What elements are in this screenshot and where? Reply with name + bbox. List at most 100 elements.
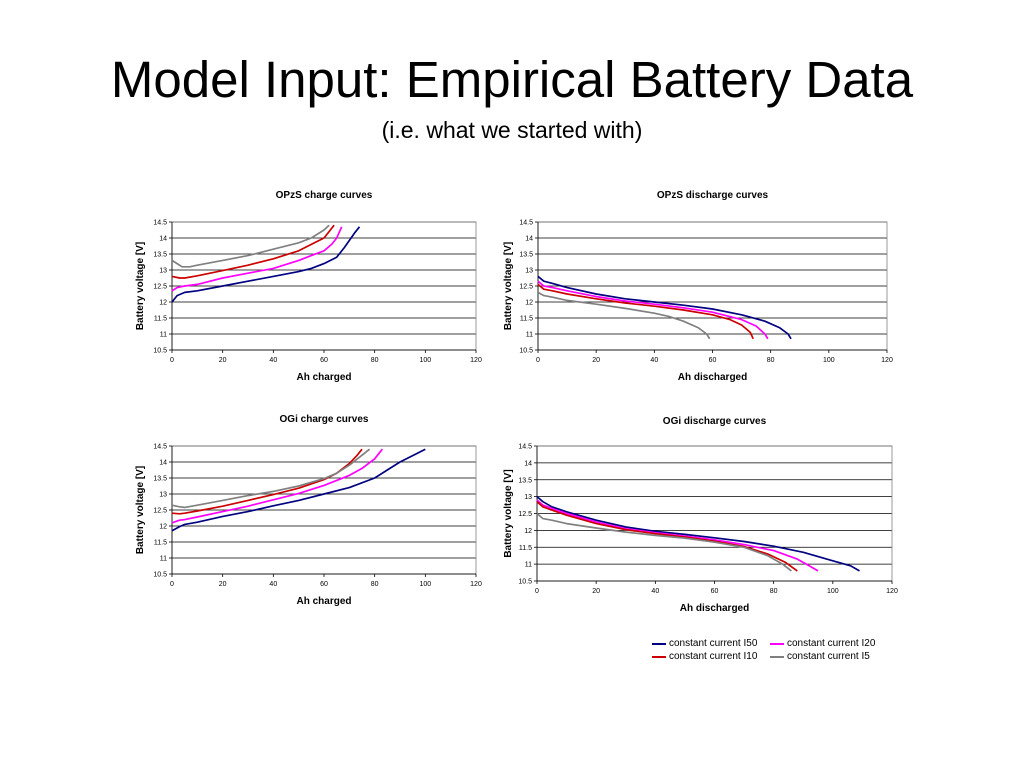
y-tick-label: 11 [160, 332, 167, 339]
series-line-i50 [537, 275, 792, 340]
x-tick-label: 120 [470, 581, 482, 588]
legend-swatch-i5 [770, 655, 784, 658]
x-tick-label: 20 [592, 588, 600, 595]
y-tick-label: 13 [159, 492, 167, 499]
y-tick-label: 11.5 [154, 316, 167, 323]
y-tick-label: 14 [524, 460, 532, 467]
y-tick-label: 14.5 [153, 220, 167, 227]
legend-swatch-i50 [652, 642, 666, 645]
chart-title: OGi charge curves [280, 414, 369, 425]
chart-legend: constant current I50 constant current I2… [652, 638, 902, 662]
legend-label-i50: constant current I50 [669, 638, 758, 649]
x-tick-label: 40 [651, 588, 659, 595]
x-tick-label: 60 [320, 357, 328, 364]
x-tick-label: 80 [770, 588, 778, 595]
series-line-i20 [171, 226, 343, 292]
y-axis-label: Battery voltage [V] [135, 242, 146, 330]
series-line-i10 [171, 448, 363, 515]
x-tick-label: 40 [650, 357, 658, 364]
chart-title: OPzS discharge curves [657, 190, 769, 201]
legend-item-i20: constant current I20 [770, 638, 890, 649]
series-line-i50 [171, 226, 361, 303]
x-tick-label: 80 [371, 357, 379, 364]
y-tick-label: 14.5 [519, 220, 533, 227]
series-line-i5 [171, 448, 371, 509]
x-tick-label: 100 [827, 588, 839, 595]
x-tick-label: 20 [219, 581, 227, 588]
x-tick-label: 20 [592, 357, 600, 364]
x-tick-label: 80 [371, 581, 379, 588]
x-tick-label: 40 [269, 581, 277, 588]
x-tick-label: 0 [535, 588, 539, 595]
page-subtitle: (i.e. what we started with) [381, 117, 643, 143]
chart-title: OGi discharge curves [663, 416, 767, 427]
series-line-i5 [537, 291, 711, 340]
x-tick-label: 100 [823, 357, 835, 364]
y-tick-label: 12 [159, 524, 167, 531]
series-line-i20 [171, 448, 383, 524]
y-tick-label: 11 [525, 562, 532, 569]
ogi-charge-chart: OGi charge curves 10.5 11 11.5 12 12.5 13 13.5 1… [135, 414, 482, 607]
legend-label-i10: constant current I10 [669, 651, 758, 662]
legend-label-i5: constant current I5 [787, 651, 870, 662]
series-line-i10 [171, 224, 335, 279]
chart-title: OPzS charge curves [276, 190, 373, 201]
x-tick-label: 60 [320, 581, 328, 588]
y-tick-label: 14.5 [518, 444, 532, 451]
series-line-i5 [171, 224, 330, 268]
x-axis-label: Ah charged [296, 372, 351, 383]
y-tick-label: 13 [159, 268, 167, 275]
x-tick-label: 0 [536, 357, 540, 364]
y-tick-label: 12.5 [153, 508, 167, 515]
legend-swatch-i20 [770, 642, 784, 645]
y-tick-label: 12.5 [153, 284, 167, 291]
x-axis-label: Ah discharged [680, 603, 749, 614]
y-tick-label: 14 [159, 236, 167, 243]
x-axis-label: Ah discharged [678, 372, 747, 383]
y-tick-label: 10.5 [519, 348, 533, 355]
x-tick-label: 120 [886, 588, 898, 595]
series-line-i20 [536, 499, 819, 572]
x-tick-label: 60 [711, 588, 719, 595]
legend-item-i5: constant current I5 [770, 651, 890, 662]
series-line-i20 [537, 280, 769, 340]
legend-label-i20: constant current I20 [787, 638, 876, 649]
series-line-i10 [537, 283, 754, 340]
y-tick-label: 12.5 [518, 511, 532, 518]
x-tick-label: 0 [170, 581, 174, 588]
y-axis-label: Battery voltage [V] [503, 242, 514, 330]
x-tick-label: 120 [470, 357, 482, 364]
opzs-charge-chart: OPzS charge curves 10.5 11 11.5 12 12.5 13 13.5… [135, 190, 482, 383]
y-tick-label: 13 [524, 494, 532, 501]
series-line-i5 [536, 512, 792, 572]
y-tick-label: 12 [524, 528, 532, 535]
x-axis-label: Ah charged [296, 596, 351, 607]
x-tick-label: 100 [419, 581, 431, 588]
y-tick-label: 10.5 [153, 572, 167, 579]
opzs-discharge-chart: OPzS discharge curves 10.5 11 11.5 12 12.5 13 1… [503, 190, 893, 383]
legend-swatch-i10 [652, 655, 666, 658]
y-tick-label: 12 [525, 300, 533, 307]
ogi-discharge-chart: OGi discharge curves 10.5 11 11.5 12 12.5 13 13… [503, 416, 898, 614]
legend-item-i10: constant current I10 [652, 651, 770, 662]
x-tick-label: 120 [881, 357, 893, 364]
page-title: Model Input: Empirical Battery Data [110, 51, 914, 108]
y-tick-label: 13.5 [153, 252, 167, 259]
y-tick-label: 13 [525, 268, 533, 275]
y-tick-label: 10.5 [518, 579, 532, 586]
x-tick-label: 100 [419, 357, 431, 364]
y-tick-label: 10.5 [153, 348, 167, 355]
legend-item-i50: constant current I50 [652, 638, 770, 649]
series-line-i50 [536, 495, 860, 572]
y-tick-label: 11 [526, 332, 533, 339]
y-tick-label: 12 [159, 300, 167, 307]
y-axis-label: Battery voltage [V] [503, 469, 514, 557]
y-tick-label: 13.5 [153, 476, 167, 483]
x-tick-label: 0 [170, 357, 174, 364]
series-line-i10 [536, 501, 798, 572]
y-tick-label: 11.5 [154, 540, 167, 547]
x-tick-label: 60 [709, 357, 717, 364]
y-axis-label: Battery voltage [V] [135, 466, 146, 554]
y-tick-label: 11 [160, 556, 167, 563]
y-tick-label: 11.5 [519, 545, 532, 552]
